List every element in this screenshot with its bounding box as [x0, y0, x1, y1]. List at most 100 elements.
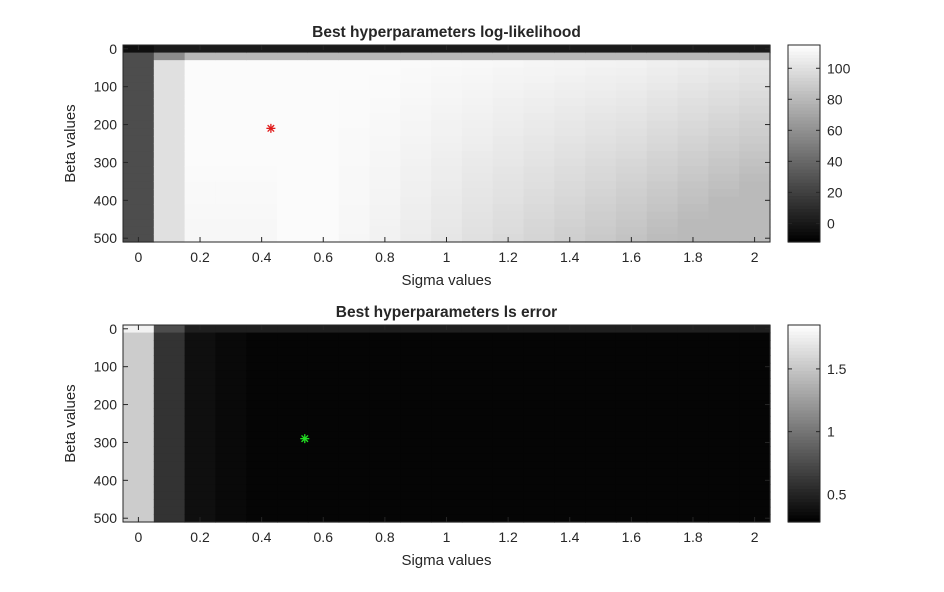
heatmap-cell	[123, 340, 155, 349]
heatmap-cell	[369, 415, 401, 425]
heatmap-cell	[615, 67, 648, 76]
colorbar-segment	[788, 219, 820, 223]
heatmap-cell	[677, 135, 709, 145]
heatmap-cell	[307, 423, 340, 432]
marker-stroke	[267, 124, 275, 133]
colorbar-segment	[788, 426, 820, 431]
y-tick-label: 500	[94, 510, 118, 526]
heatmap-cell	[215, 400, 247, 409]
heatmap-cell	[369, 378, 401, 387]
heatmap-cell	[646, 514, 679, 523]
heatmap-cell	[461, 90, 494, 99]
heatmap-cell	[153, 347, 186, 356]
heatmap-cell	[184, 226, 217, 236]
heatmap-cell	[246, 105, 278, 114]
heatmap-cell	[369, 204, 401, 213]
heatmap-cell	[646, 45, 679, 54]
heatmap-cell	[123, 484, 155, 493]
heatmap-cell	[277, 468, 309, 478]
heatmap-cell	[677, 128, 709, 137]
heatmap-cell	[369, 340, 401, 349]
heatmap-cell	[461, 378, 494, 387]
heatmap-cell	[708, 491, 740, 500]
heatmap-cell	[523, 370, 555, 379]
colorbar-segment	[788, 515, 820, 520]
heatmap-cell	[246, 438, 278, 447]
heatmap-cell	[277, 461, 309, 470]
x-tick-label: 0.8	[375, 249, 395, 265]
heatmap-cell	[123, 332, 155, 341]
heatmap-cell	[153, 75, 186, 84]
heatmap-cell	[431, 113, 463, 122]
x-axis-label: Sigma values	[401, 552, 491, 569]
heatmap-cell	[246, 370, 278, 379]
heatmap-cell	[400, 514, 432, 523]
heatmap-cell	[677, 499, 709, 508]
heatmap-cell	[708, 158, 740, 167]
colorbar-segment	[788, 54, 820, 59]
heatmap-cell	[400, 67, 432, 76]
heatmap-cell	[615, 355, 648, 364]
heatmap-cell	[739, 438, 771, 447]
colorbar-segment	[788, 189, 820, 194]
colorbar-segment	[788, 462, 820, 467]
heatmap-cell	[431, 105, 463, 114]
heatmap-cell	[153, 166, 186, 175]
heatmap-cell	[215, 166, 247, 175]
heatmap-cell	[708, 98, 740, 107]
heatmap-cell	[246, 204, 278, 213]
heatmap-cell	[492, 204, 525, 213]
heatmap-cell	[585, 188, 617, 198]
heatmap-cell	[277, 393, 309, 402]
heatmap-cell	[153, 135, 186, 145]
heatmap-cell	[307, 90, 340, 99]
heatmap-cell	[646, 113, 679, 122]
heatmap-cell	[277, 128, 309, 137]
heatmap-cell	[708, 120, 740, 129]
heatmap-cell	[277, 453, 309, 462]
heatmap-cell	[708, 173, 740, 182]
heatmap-cell	[400, 484, 432, 493]
heatmap-cell	[307, 408, 340, 417]
colorbar-segment	[788, 423, 820, 428]
heatmap-cell	[123, 355, 155, 364]
heatmap-cell	[492, 211, 525, 220]
heatmap-cell	[153, 52, 186, 61]
heatmap-cell	[677, 211, 709, 220]
heatmap-cell	[554, 461, 586, 470]
heatmap-cell	[461, 128, 494, 137]
colorbar-segment	[788, 390, 820, 395]
heatmap-cell	[123, 188, 155, 198]
heatmap-panel-1: 0 0.2 0.4 0.6 0.8 1 1.2 1.4 1.6 1.8 20100200300400…	[62, 24, 851, 289]
heatmap-cell	[277, 82, 309, 92]
heatmap-cell	[369, 476, 401, 485]
heatmap-cell	[646, 173, 679, 182]
heatmap-cell	[184, 188, 217, 198]
heatmap-cell	[338, 234, 371, 243]
heatmap-cell	[123, 393, 155, 402]
heatmap-cell	[646, 226, 679, 236]
heatmap-cell	[123, 204, 155, 213]
heatmap-cell	[307, 468, 340, 478]
heatmap-cell	[646, 188, 679, 198]
heatmap-cell	[585, 128, 617, 137]
heatmap-cell	[246, 355, 278, 364]
chart-title: Best hyperparameters log-likelihood	[312, 24, 581, 41]
colorbar-segment	[788, 146, 820, 151]
heatmap-cell	[492, 476, 525, 485]
heatmap-cell	[554, 423, 586, 432]
colorbar-segment	[788, 120, 820, 125]
heatmap-cell	[277, 332, 309, 341]
heatmap-cell	[585, 408, 617, 417]
heatmap-cell	[554, 400, 586, 409]
heatmap-cell	[338, 370, 371, 379]
heatmap-cell	[369, 499, 401, 508]
colorbar-segment	[788, 334, 820, 339]
heatmap-cell	[492, 166, 525, 175]
heatmap-cell	[523, 514, 555, 523]
heatmap-cell	[646, 128, 679, 137]
colorbar-box	[787, 324, 821, 523]
heatmap-cell	[215, 158, 247, 167]
heatmap-cell	[554, 158, 586, 167]
colorbar-segment	[788, 469, 820, 474]
